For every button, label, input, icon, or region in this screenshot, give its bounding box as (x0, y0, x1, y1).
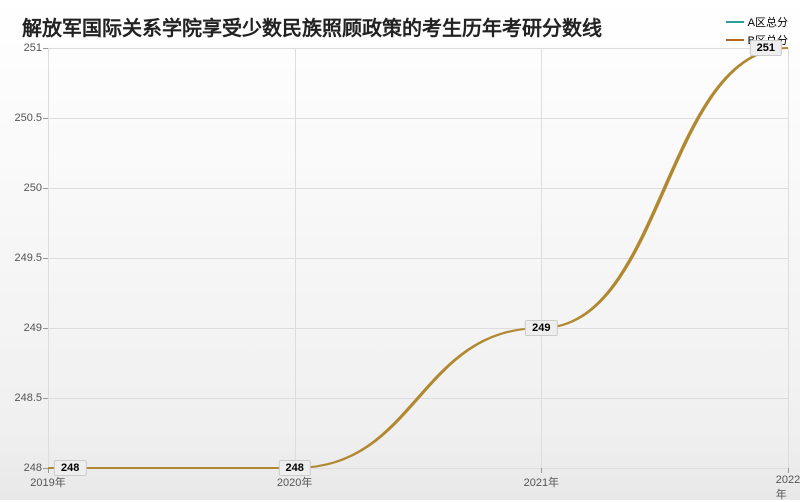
data-label: 251 (750, 40, 782, 56)
legend-swatch-b (726, 39, 744, 41)
y-axis-label: 248.5 (14, 392, 48, 404)
chart-title: 解放军国际关系学院享受少数民族照顾政策的考生历年考研分数线 (22, 12, 602, 41)
data-label: 248 (54, 460, 86, 476)
legend-swatch-a (726, 21, 744, 23)
y-axis-label: 250 (24, 182, 48, 194)
data-label: 249 (525, 320, 557, 336)
plot-area: 248248.5249249.5250250.52512019年2020年202… (48, 48, 788, 468)
y-axis-label: 249 (24, 322, 48, 334)
score-line-chart: 解放军国际关系学院享受少数民族照顾政策的考生历年考研分数线 A区总分 B区总分 … (0, 0, 800, 500)
y-axis-label: 251 (24, 42, 48, 54)
data-label: 248 (278, 460, 310, 476)
x-axis-label: 2022年 (776, 468, 800, 502)
legend-label-a: A区总分 (748, 14, 788, 30)
y-axis-label: 249.5 (14, 252, 48, 264)
x-axis-label: 2021年 (524, 468, 559, 490)
gridline-v (788, 48, 789, 468)
legend-item-a: A区总分 (726, 14, 788, 30)
y-axis-label: 250.5 (14, 112, 48, 124)
line-series-b (48, 48, 788, 468)
